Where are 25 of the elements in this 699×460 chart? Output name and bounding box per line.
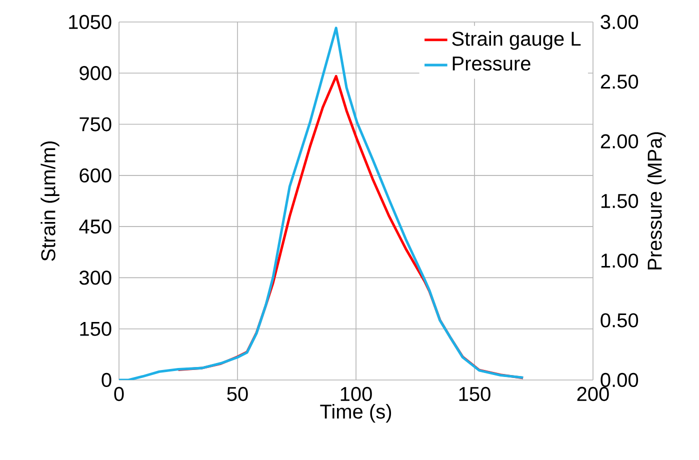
x-axis-title: Time (s): [320, 404, 392, 423]
y2-tick-label: 1.50: [601, 194, 638, 208]
y-axis-title: Strain (µm/m): [40, 141, 60, 261]
y2-tick-label: 1.00: [601, 254, 638, 268]
y-tick-label: 750: [80, 117, 112, 132]
x-tick-label: 50: [227, 386, 248, 402]
y-tick-label: 0: [102, 372, 112, 388]
y-tick-label: 900: [80, 66, 112, 80]
y-tick-label: 450: [79, 219, 112, 234]
x-tick-label: 150: [459, 386, 490, 402]
y2-tick-label: 2.50: [600, 74, 638, 89]
y-tick-label: 150: [80, 322, 112, 336]
y-tick-label: 1050: [69, 14, 112, 30]
y2-tick-label: 2.00: [600, 134, 638, 148]
legend-label: Strain gauge L: [452, 31, 581, 50]
y2-tick-label: 3.00: [600, 14, 638, 30]
y2-tick-label: 0.00: [600, 372, 638, 388]
y-tick-label: 600: [80, 168, 112, 182]
legend-label: Pressure: [452, 56, 530, 71]
x-tick-label: 0: [114, 386, 124, 402]
x-tick-label: 200: [577, 386, 609, 402]
y2-tick-label: 0.50: [600, 313, 638, 328]
x-tick-label: 100: [340, 386, 372, 402]
y2-axis-title: Pressure (MPa): [647, 132, 666, 270]
y-tick-label: 300: [79, 270, 112, 285]
